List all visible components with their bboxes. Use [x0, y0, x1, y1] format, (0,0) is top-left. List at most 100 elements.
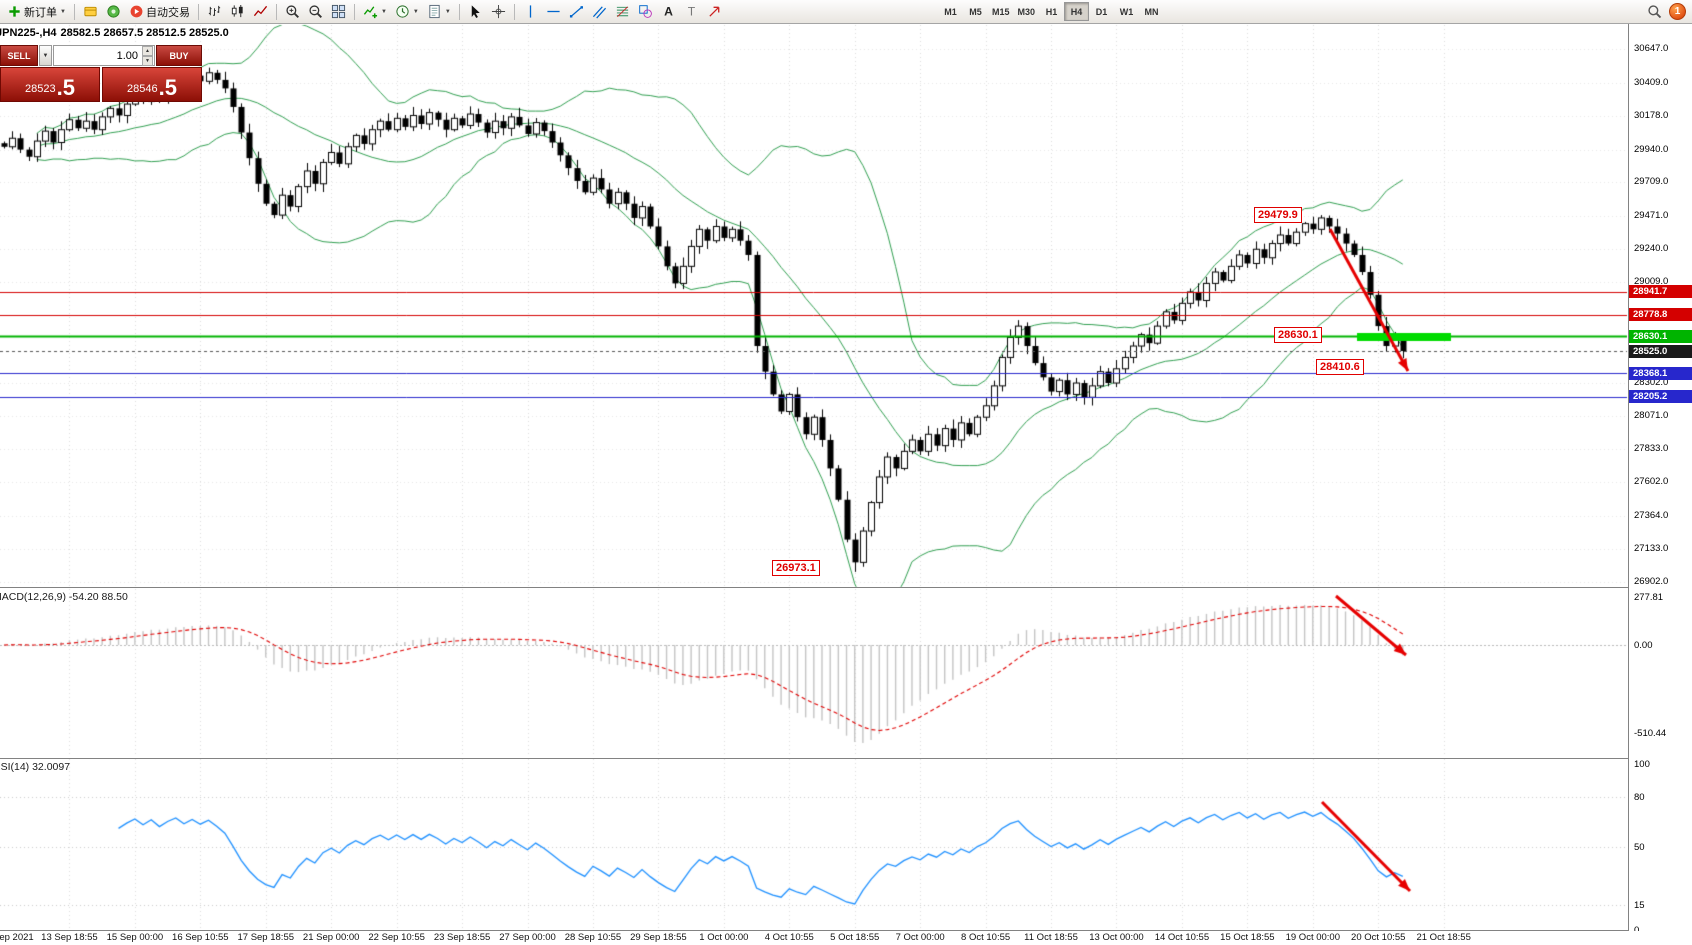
volume-stepper[interactable]: ▲ ▼	[142, 45, 153, 66]
time-axis-label: 29 Sep 18:55	[630, 932, 687, 943]
volume-input[interactable]: 1.00 ▲ ▼	[53, 45, 155, 66]
price-annotation[interactable]: 28630.1	[1274, 327, 1322, 343]
text-label-button[interactable]: T	[681, 2, 702, 22]
rsi-axis-label: 0	[1634, 925, 1639, 936]
timeframe-h1-button[interactable]: H1	[1045, 6, 1058, 17]
timeframe-m30-button[interactable]: M30	[1017, 6, 1036, 17]
panel-separator	[0, 930, 1692, 931]
time-axis-label: 22 Sep 10:55	[368, 932, 425, 943]
crosshair-button[interactable]	[488, 2, 509, 22]
text-button[interactable]: A	[658, 2, 679, 22]
time-axis-label: 14 Oct 10:55	[1154, 932, 1210, 943]
rsi-axis-label: 50	[1634, 842, 1645, 853]
bar-chart-button[interactable]	[204, 2, 225, 22]
price-annotation[interactable]: 29479.9	[1254, 207, 1302, 223]
sell-price-panel[interactable]: 28523.5	[0, 67, 100, 102]
main-toolbar: 新订单 ▼ 自动交易 ▼ ▼ ▼ A T M1 M5 M15 M30 H1 H4 D1 W1 MN 1	[0, 0, 1692, 24]
text-label-icon: T	[684, 4, 699, 19]
market-watch-button[interactable]	[80, 2, 101, 22]
buy-price-main: 28546	[127, 83, 158, 95]
svg-text:T: T	[688, 5, 696, 19]
timeframe-d1-button[interactable]: D1	[1095, 6, 1108, 17]
toolbar-separator	[73, 3, 75, 20]
time-axis-label: 21 Oct 18:55	[1416, 932, 1471, 943]
level-price-tag: 28778.8	[1629, 308, 1692, 322]
svg-text:A: A	[664, 5, 673, 19]
price-axis-label: 30647.0	[1634, 43, 1669, 54]
buy-price-big-digits: .5	[158, 75, 177, 100]
order-options-dropdown[interactable]: ▼	[39, 45, 52, 66]
horizontal-line-icon	[546, 4, 561, 19]
indicators-button[interactable]: ▼	[360, 2, 390, 22]
chevron-down-icon: ▼	[412, 8, 419, 15]
timeframe-w1-button[interactable]: W1	[1119, 6, 1134, 17]
zoom-out-button[interactable]	[305, 2, 326, 22]
time-axis-label: 17 Sep 18:55	[237, 932, 295, 943]
new-order-button[interactable]: 新订单 ▼	[4, 2, 69, 22]
trendline-icon	[569, 4, 584, 19]
sell-button[interactable]: SELL	[0, 45, 38, 66]
time-axis-label: 28 Sep 10:55	[564, 932, 622, 943]
timeframe-m15-button[interactable]: M15	[992, 6, 1010, 17]
time-axis-label: Sep 2021	[0, 932, 34, 943]
buy-price-panel[interactable]: 28546.5	[102, 67, 202, 102]
arrows-button[interactable]	[704, 2, 725, 22]
trendline-button[interactable]	[566, 2, 587, 22]
timeframe-m1-button[interactable]: M1	[944, 6, 957, 17]
zoom-in-icon	[285, 4, 300, 19]
periods-button[interactable]: ▼	[392, 2, 422, 22]
shapes-button[interactable]	[635, 2, 656, 22]
timeframe-m5-button[interactable]: M5	[969, 6, 982, 17]
channel-button[interactable]	[589, 2, 610, 22]
cursor-button[interactable]	[465, 2, 486, 22]
autotrading-button[interactable]: 自动交易	[126, 2, 193, 22]
market-watch-icon	[83, 4, 98, 19]
volume-down-icon[interactable]: ▼	[142, 55, 153, 66]
time-axis-label: 23 Sep 18:55	[433, 932, 491, 943]
shapes-icon	[638, 4, 653, 19]
buy-button[interactable]: BUY	[156, 45, 202, 66]
time-axis[interactable]: Sep 2021 13 Sep 18:55 15 Sep 00:00 16 Sep 1…	[0, 931, 1692, 945]
line-chart-button[interactable]	[250, 2, 271, 22]
horizontal-line-button[interactable]	[543, 2, 564, 22]
tile-windows-button[interactable]	[328, 2, 349, 22]
rsi-axis-label: 80	[1634, 792, 1645, 804]
price-annotation[interactable]: 26973.1	[772, 560, 820, 576]
time-axis-label: 7 Oct 00:00	[895, 932, 945, 943]
timeframe-h4-button[interactable]: H4	[1064, 2, 1090, 21]
crosshair-icon	[491, 4, 506, 19]
channel-icon	[592, 4, 607, 19]
fibonacci-button[interactable]	[612, 2, 633, 22]
volume-up-icon[interactable]: ▲	[142, 45, 153, 56]
candlestick-chart-button[interactable]	[227, 2, 248, 22]
templates-button[interactable]: ▼	[424, 2, 454, 22]
cursor-icon	[468, 4, 483, 19]
price-axis[interactable]: 30647.0 30409.0 30178.0 29940.0 29709.0 29471…	[1628, 24, 1692, 936]
toolbar-separator	[275, 3, 277, 20]
zoom-in-button[interactable]	[282, 2, 303, 22]
time-axis-label: 13 Oct 00:00	[1089, 932, 1144, 943]
new-order-label: 新订单	[24, 6, 57, 19]
notification-badge[interactable]: 1	[1669, 3, 1686, 20]
navigator-button[interactable]	[103, 2, 124, 22]
panel-separator[interactable]	[0, 587, 1692, 588]
rsi-indicator-label: RSI(14) 32.0097	[0, 761, 71, 773]
chevron-down-icon: ▼	[444, 8, 451, 15]
price-annotation[interactable]: 28410.6	[1316, 359, 1364, 375]
time-axis-label: 21 Sep 00:00	[302, 932, 360, 943]
macd-indicator-label: MACD(12,26,9) -54.20 88.50	[0, 591, 128, 603]
vertical-line-button[interactable]	[520, 2, 541, 22]
text-icon: A	[661, 4, 676, 19]
price-axis-label: 29940.0	[1634, 143, 1669, 155]
level-price-tag: 28941.7	[1629, 285, 1692, 299]
timeframe-mn-button[interactable]: MN	[1144, 6, 1159, 17]
macd-axis-label: -510.44	[1634, 728, 1667, 740]
zoom-out-icon	[308, 4, 323, 19]
toolbar-button-group: 新订单 ▼ 自动交易 ▼ ▼ ▼ A T	[3, 2, 726, 22]
panel-separator[interactable]	[0, 758, 1692, 759]
chevron-down-icon: ▼	[60, 8, 66, 15]
fibonacci-icon	[615, 4, 630, 19]
search-icon[interactable]	[1647, 4, 1662, 19]
